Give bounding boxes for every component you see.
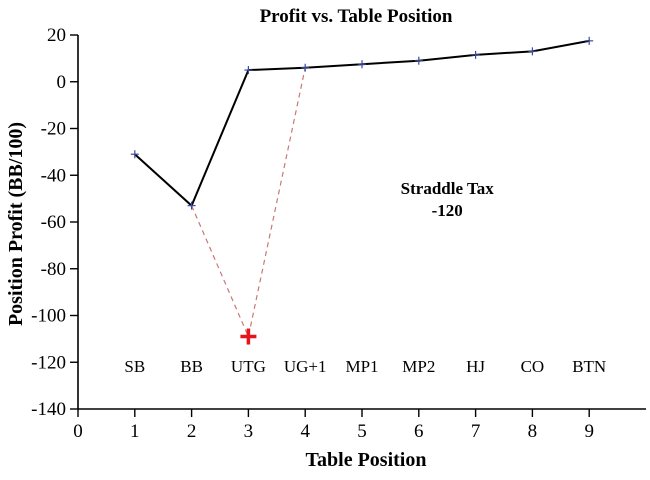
x-tick-label: 4: [300, 421, 310, 442]
y-tick-label: -140: [31, 399, 66, 420]
position-label: BB: [180, 357, 203, 376]
chart-title: Profit vs. Table Position: [260, 6, 453, 27]
position-labels: SB BB UTG UG+1 MP1 MP2 HJ CO BTN: [124, 357, 606, 376]
y-ticks: 20 0 -20 -40 -60 -80 -100 -120 -140: [31, 25, 78, 420]
position-label: MP1: [345, 357, 378, 376]
y-tick-label: 0: [57, 72, 67, 93]
data-point-marker: [585, 36, 594, 45]
data-point-marker: [187, 201, 196, 210]
x-tick-label: 6: [414, 421, 424, 442]
position-label: HJ: [466, 357, 485, 376]
data-point-marker: [528, 47, 537, 56]
position-label: UTG: [231, 357, 266, 376]
data-point-marker: [414, 56, 423, 65]
y-tick-label: -60: [41, 212, 66, 233]
y-tick-label: 20: [47, 25, 66, 46]
highlight-point: [240, 328, 257, 345]
x-tick-label: 9: [584, 421, 594, 442]
annotation-line1: Straddle Tax: [401, 179, 495, 198]
series-group: [134, 39, 590, 339]
x-axis-label: Table Position: [306, 449, 427, 471]
position-label: UG+1: [284, 357, 327, 376]
data-point-marker: [358, 60, 366, 69]
data-point-marker: [471, 50, 480, 59]
x-tick-label: 5: [357, 421, 367, 442]
axes: [77, 35, 646, 410]
y-tick-label: -40: [41, 165, 66, 186]
x-tick-label: 2: [187, 421, 197, 442]
markers-group: [130, 36, 594, 345]
x-tick-label: 0: [73, 421, 83, 442]
x-tick-label: 1: [130, 421, 140, 442]
x-tick-label: 7: [471, 421, 481, 442]
data-point-marker: [130, 150, 139, 159]
x-tick-label: 8: [528, 421, 538, 442]
position-label: BTN: [572, 357, 606, 376]
y-tick-label: -100: [31, 306, 66, 327]
y-tick-label: -80: [41, 259, 66, 280]
data-point-marker: [301, 63, 310, 72]
x-ticks: 0 1 2 3 4 5 6 7 8 9: [73, 409, 594, 442]
x-tick-label: 3: [244, 421, 254, 442]
y-axis-label: Position Profit (BB/100): [5, 122, 27, 326]
position-label: SB: [124, 357, 145, 376]
position-label: MP2: [402, 357, 435, 376]
annotation-line2: -120: [432, 201, 463, 220]
y-tick-label: -120: [31, 352, 66, 373]
position-label: CO: [521, 357, 545, 376]
dashed-series-line: [191, 67, 306, 339]
data-point-marker: [244, 66, 253, 75]
y-tick-label: -20: [41, 119, 66, 140]
